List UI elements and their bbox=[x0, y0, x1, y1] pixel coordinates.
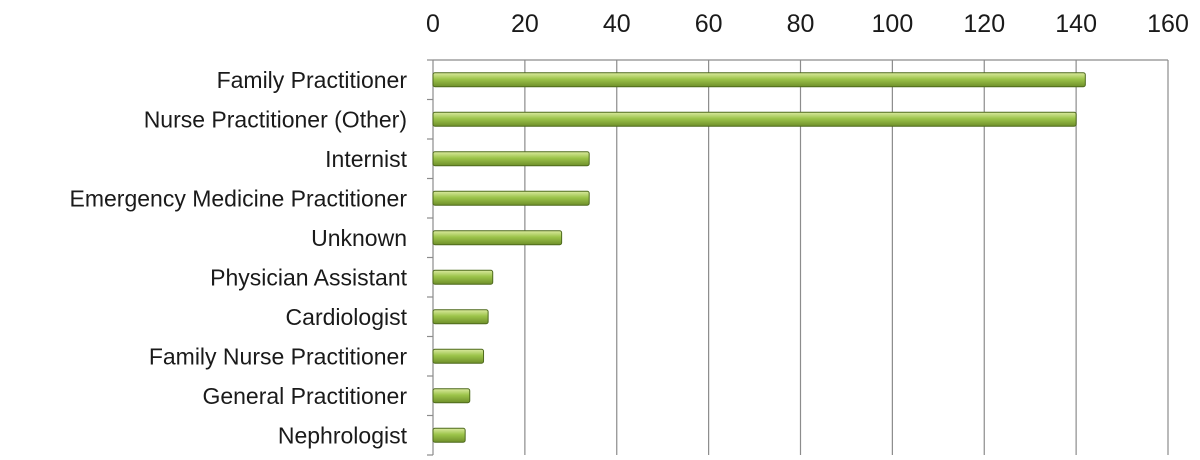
bar-8 bbox=[432, 388, 471, 404]
bar-5 bbox=[432, 269, 494, 285]
x-tick-label-120: 120 bbox=[963, 10, 1005, 38]
x-tick-label-140: 140 bbox=[1055, 10, 1097, 38]
bar-3 bbox=[432, 190, 590, 206]
category-label-9: Nephrologist bbox=[278, 422, 408, 448]
category-label-0: Family Practitioner bbox=[217, 67, 408, 93]
category-label-8: General Practitioner bbox=[202, 383, 407, 409]
category-label-1: Nurse Practitioner (Other) bbox=[144, 106, 407, 132]
bar-4 bbox=[432, 230, 563, 246]
category-label-5: Physician Assistant bbox=[210, 264, 407, 290]
x-tick-label-20: 20 bbox=[511, 10, 539, 38]
x-tick-label-0: 0 bbox=[426, 10, 440, 38]
category-label-6: Cardiologist bbox=[286, 304, 408, 330]
x-tick-label-80: 80 bbox=[787, 10, 815, 38]
bar-7 bbox=[432, 348, 485, 364]
category-label-2: Internist bbox=[325, 146, 407, 172]
category-label-3: Emergency Medicine Practitioner bbox=[70, 185, 408, 211]
bar-0 bbox=[432, 72, 1086, 88]
x-tick-label-60: 60 bbox=[695, 10, 723, 38]
category-label-4: Unknown bbox=[311, 225, 407, 251]
bar-2 bbox=[432, 151, 590, 167]
bar-6 bbox=[432, 309, 489, 325]
x-tick-label-40: 40 bbox=[603, 10, 631, 38]
bar-1 bbox=[432, 111, 1077, 127]
labels: 0 20 40 60 80 100 120 140 160 Family Practitioner… bbox=[70, 10, 1189, 448]
category-label-7: Family Nurse Practitioner bbox=[149, 343, 408, 369]
x-tick-label-160: 160 bbox=[1147, 10, 1189, 38]
x-tick-label-100: 100 bbox=[872, 10, 914, 38]
bar-9 bbox=[432, 427, 466, 443]
bars bbox=[432, 72, 1086, 443]
